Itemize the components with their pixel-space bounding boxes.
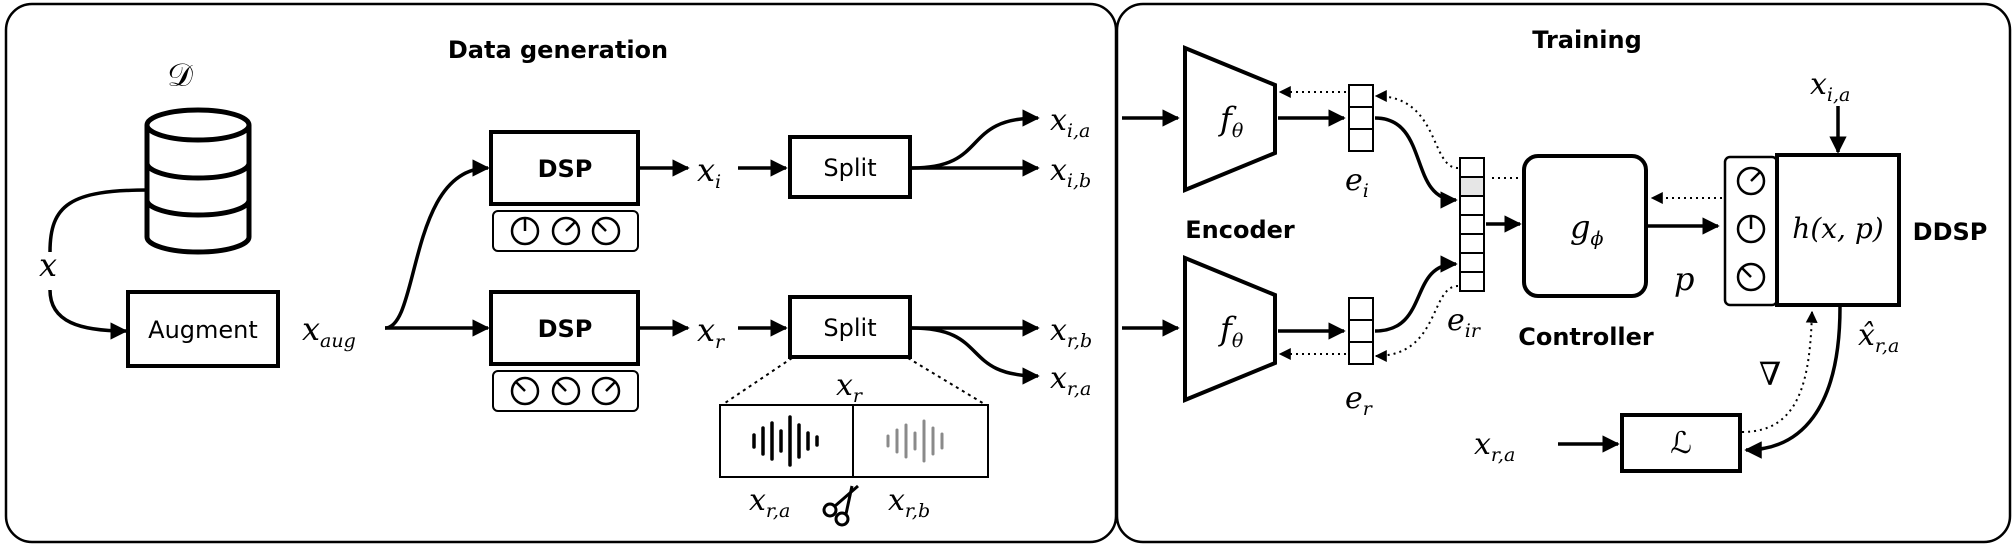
knob-icon bbox=[510, 376, 540, 406]
encoder-label: Encoder bbox=[1185, 216, 1295, 244]
waveform-icon bbox=[886, 419, 944, 463]
x-rb-cut-label: xr,b bbox=[888, 483, 930, 522]
e-i-label: ei bbox=[1345, 163, 1369, 202]
knob-icon bbox=[1736, 166, 1766, 196]
eir-grad-to-ei bbox=[1374, 90, 1459, 169]
g-phi-label: gϕ bbox=[1570, 208, 1603, 250]
x-to-augment-arrow bbox=[48, 289, 128, 340]
controller-block bbox=[1522, 154, 1648, 298]
scissors-icon bbox=[822, 484, 859, 527]
x-ra-loss-label: xr,a bbox=[1474, 427, 1515, 466]
knob-icon bbox=[1736, 214, 1766, 244]
embedding-er bbox=[1348, 297, 1374, 365]
loss-block bbox=[1620, 413, 1742, 473]
knob-icon bbox=[510, 216, 540, 246]
split-top-label: Split bbox=[823, 154, 876, 182]
eir-grad-to-er bbox=[1374, 285, 1459, 362]
h-function-label: h(x, p) bbox=[1792, 212, 1883, 245]
waveform-icon bbox=[752, 415, 819, 467]
e-ir-label: eir bbox=[1447, 303, 1482, 342]
dsp-top-knob-panel bbox=[492, 210, 639, 252]
split-top-block bbox=[788, 135, 912, 199]
dsp-top-block bbox=[489, 130, 640, 206]
x-r-label: xr bbox=[697, 311, 726, 353]
training-panel bbox=[1115, 2, 2012, 544]
encoder-bottom-trapezoid bbox=[1183, 255, 1277, 403]
p-label: p bbox=[1674, 260, 1694, 298]
x-i-label: xi bbox=[697, 151, 721, 193]
x-rb-label: xr,b bbox=[1050, 313, 1092, 352]
loss-label: ℒ bbox=[1670, 426, 1692, 461]
ddsp-to-loss-arrow bbox=[1744, 306, 1842, 459]
dataset-cylinder-icon bbox=[144, 107, 252, 255]
xaug-to-dsp-top-arrow bbox=[384, 159, 490, 330]
x-ra-label: xr,a bbox=[1050, 361, 1091, 400]
encoder-top-trapezoid bbox=[1183, 45, 1277, 193]
x-hat-ra-label: x̂r,a bbox=[1858, 318, 1899, 357]
x-to-dataset-line bbox=[48, 188, 149, 253]
knob-icon bbox=[551, 376, 581, 406]
ei-to-eir-arrow bbox=[1374, 116, 1458, 209]
augment-label: Augment bbox=[148, 316, 258, 344]
dsp-bottom-block bbox=[489, 290, 640, 366]
dataset-symbol: 𝒟 bbox=[167, 56, 193, 94]
loss-grad-to-ddsp bbox=[1741, 310, 1818, 433]
dsp-bottom-label: DSP bbox=[538, 315, 593, 343]
dsp-top-label: DSP bbox=[538, 155, 593, 183]
er-to-eir-arrow bbox=[1374, 255, 1458, 333]
split-top-to-xia-arrow bbox=[911, 109, 1040, 170]
data-generation-title: Data generation bbox=[448, 36, 668, 64]
knob-icon bbox=[551, 216, 581, 246]
embedding-eir bbox=[1459, 157, 1485, 292]
split-zoom-right-line bbox=[907, 357, 987, 406]
split-bottom-label: Split bbox=[823, 314, 876, 342]
x-ia-input-label: xi,a bbox=[1810, 67, 1850, 106]
split-bottom-to-xra-arrow bbox=[911, 326, 1040, 385]
training-title: Training bbox=[1532, 26, 1642, 54]
x-ib-label: xi,b bbox=[1050, 153, 1091, 192]
x-r-split-label: xr bbox=[836, 368, 864, 407]
ddsp-param-panel bbox=[1723, 155, 1779, 307]
knob-icon bbox=[591, 376, 621, 406]
augment-block bbox=[126, 290, 280, 368]
embedding-ei bbox=[1348, 84, 1374, 152]
knob-icon bbox=[591, 216, 621, 246]
x-ra-cut-label: xr,a bbox=[749, 483, 790, 522]
split-zoom-left-line bbox=[721, 357, 793, 406]
x-aug-label: xaug bbox=[302, 310, 356, 352]
controller-label: Controller bbox=[1518, 323, 1654, 351]
nabla-label: ∇ bbox=[1759, 355, 1781, 393]
split-bottom-block bbox=[788, 295, 912, 359]
e-r-label: er bbox=[1345, 381, 1374, 420]
ddsp-block bbox=[1775, 153, 1901, 307]
knob-icon bbox=[1736, 262, 1766, 292]
input-x: x bbox=[39, 246, 57, 284]
ddsp-label: DDSP bbox=[1913, 218, 1988, 246]
x-ia-label: xi,a bbox=[1050, 103, 1090, 142]
